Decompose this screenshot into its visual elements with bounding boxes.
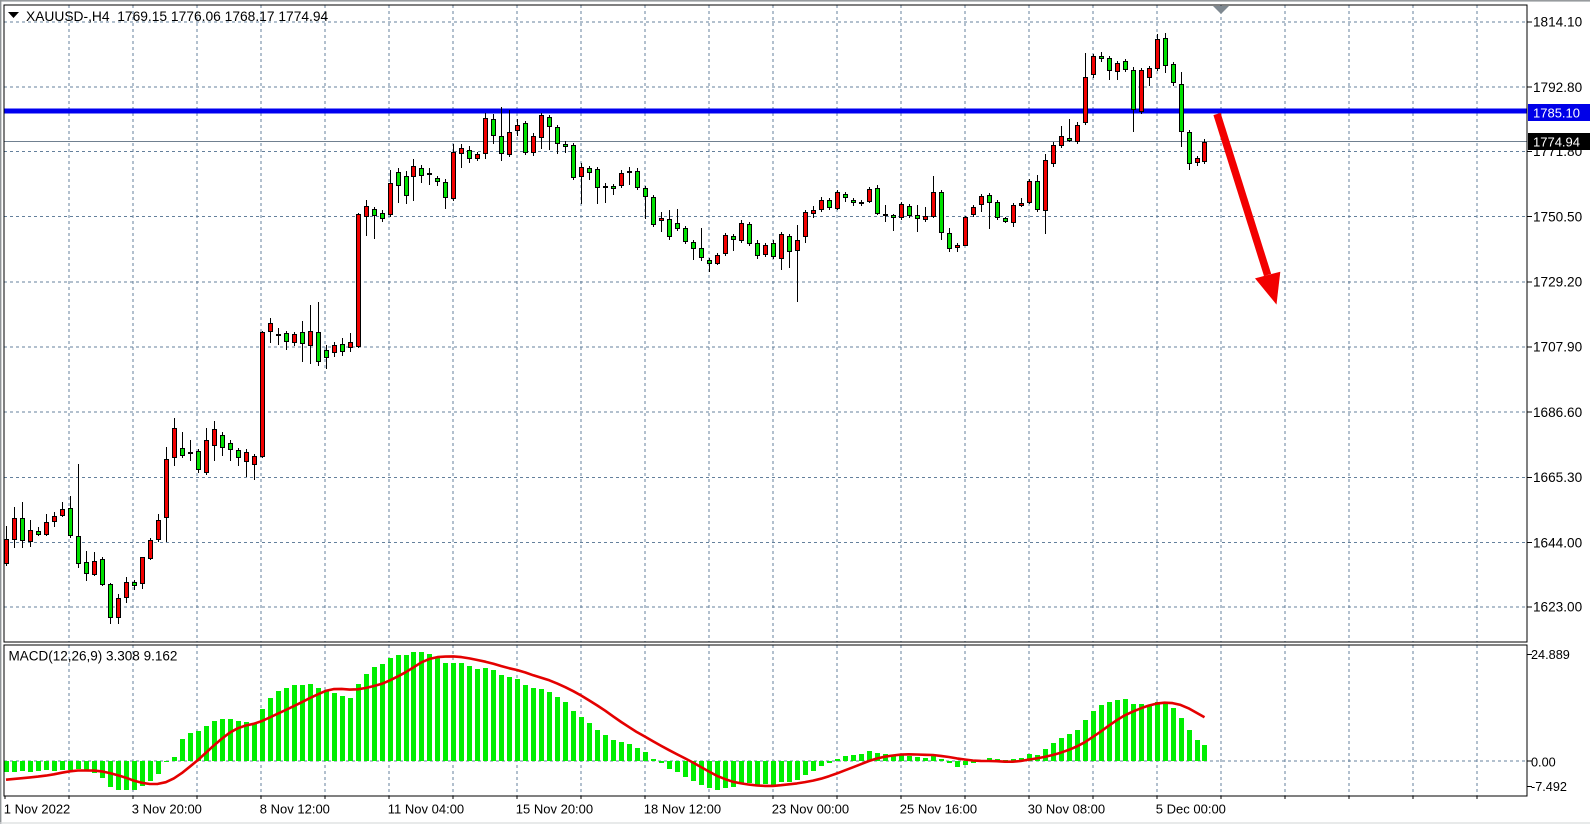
svg-text:1686.60: 1686.60 bbox=[1533, 405, 1583, 420]
svg-text:25 Nov 16:00: 25 Nov 16:00 bbox=[900, 802, 977, 817]
svg-text:1792.80: 1792.80 bbox=[1533, 80, 1583, 95]
svg-text:1750.50: 1750.50 bbox=[1533, 209, 1583, 224]
svg-text:3 Nov 20:00: 3 Nov 20:00 bbox=[132, 802, 202, 817]
svg-text:30 Nov 08:00: 30 Nov 08:00 bbox=[1028, 802, 1105, 817]
svg-text:0.00: 0.00 bbox=[1531, 756, 1556, 770]
svg-text:5 Dec 00:00: 5 Dec 00:00 bbox=[1156, 802, 1226, 817]
svg-text:1707.90: 1707.90 bbox=[1533, 340, 1583, 355]
svg-text:XAUUSD-,H4 1769.15 1776.06 17: XAUUSD-,H4 1769.15 1776.06 1768.17 1774.… bbox=[26, 9, 329, 24]
svg-text:23 Nov 00:00: 23 Nov 00:00 bbox=[772, 802, 849, 817]
svg-text:1665.30: 1665.30 bbox=[1533, 470, 1583, 485]
svg-text:1785.10: 1785.10 bbox=[1533, 106, 1580, 121]
svg-text:24.889: 24.889 bbox=[1531, 648, 1570, 662]
svg-text:11 Nov 04:00: 11 Nov 04:00 bbox=[388, 802, 464, 817]
svg-text:1644.00: 1644.00 bbox=[1533, 535, 1583, 550]
svg-text:1623.00: 1623.00 bbox=[1533, 600, 1583, 615]
svg-text:15 Nov 20:00: 15 Nov 20:00 bbox=[516, 802, 593, 817]
svg-text:1774.94: 1774.94 bbox=[1533, 135, 1580, 150]
svg-text:18 Nov 12:00: 18 Nov 12:00 bbox=[644, 802, 721, 817]
svg-text:MACD(12,26,9) 3.308 9.162: MACD(12,26,9) 3.308 9.162 bbox=[9, 649, 178, 664]
svg-text:-7.492: -7.492 bbox=[1531, 780, 1567, 794]
svg-text:1814.10: 1814.10 bbox=[1533, 15, 1583, 30]
svg-text:8 Nov 12:00: 8 Nov 12:00 bbox=[260, 802, 330, 817]
svg-text:1729.20: 1729.20 bbox=[1533, 275, 1583, 290]
svg-text:1 Nov 2022: 1 Nov 2022 bbox=[4, 802, 71, 817]
